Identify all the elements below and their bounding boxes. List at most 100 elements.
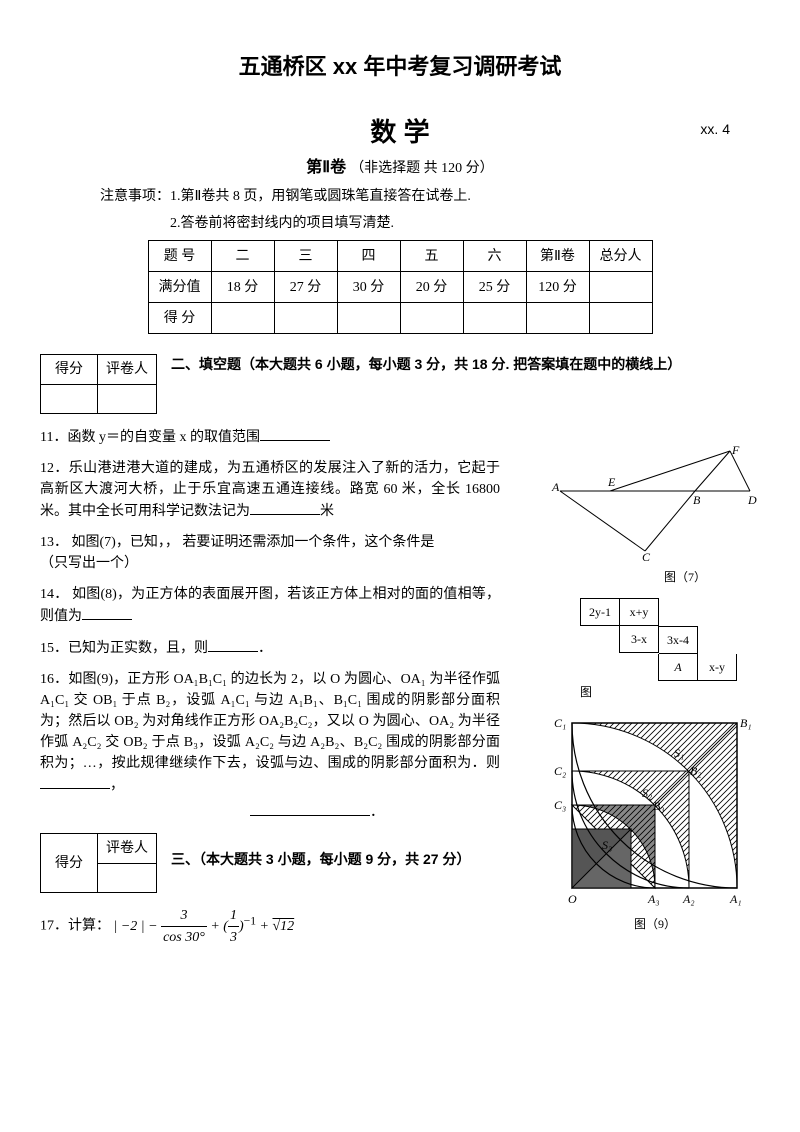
grader-table-3: 得分评卷人: [40, 833, 157, 893]
mini-c1: 得分: [41, 355, 98, 385]
score-table: 题 号 二 三 四 五 六 第Ⅱ卷 总分人 满分值 18 分 27 分 30 分…: [148, 240, 653, 334]
th-5: 六: [463, 241, 526, 272]
q12: 12．乐山港进港大道的建成，为五通桥区的发展注入了新的活力，它起于高新区大渡河大…: [40, 458, 500, 522]
table-row: 得 分: [148, 303, 652, 334]
blank: [208, 637, 258, 652]
lblS3: S₃: [602, 838, 612, 852]
q16a: 16．如图(9)，正方形 OA₁B₁C₁ 的边长为 2，以 O 为圆心、OA₁ …: [40, 672, 500, 771]
fig8-caption: 图: [580, 683, 770, 701]
lblC2: C₂: [554, 764, 566, 778]
figure-9: O A₁ A₂ A₃ B₁ B₂ B₃ C₁ C₂ C₃ S₁ S₂ S₃ 图（…: [540, 713, 770, 933]
volume-main: 第Ⅱ卷: [306, 159, 346, 176]
lblB1: B₁: [740, 716, 752, 730]
cell: [98, 864, 157, 893]
q13a: 13． 如图(7)，已知，， 若要证明还需添加一个条件，这个条件是: [40, 535, 434, 550]
lblC3: C₃: [554, 798, 566, 812]
blank: [260, 426, 330, 441]
th-2: 三: [274, 241, 337, 272]
lblE: E: [607, 475, 616, 489]
table-row: 题 号 二 三 四 五 六 第Ⅱ卷 总分人: [148, 241, 652, 272]
lblC: C: [642, 550, 651, 561]
note-2: 2.答卷前将密封线内的项目填写清楚.: [170, 213, 760, 234]
q16b: ，: [110, 778, 124, 793]
cell: [211, 303, 274, 334]
mini-c2: 评卷人: [98, 355, 157, 385]
th-6: 第Ⅱ卷: [526, 241, 589, 272]
cell-1: x+y: [620, 598, 659, 626]
figure-7: A E B D F C 图（7）: [540, 446, 770, 586]
th-7: 总分人: [589, 241, 652, 272]
q11-text: 11．函数 y＝的自变量 x 的取值范围: [40, 430, 260, 445]
lblB2: B₂: [690, 764, 702, 778]
lblB: B: [693, 493, 701, 507]
row2-label: 满分值: [148, 272, 211, 303]
volume-sub: （非选择题 共 120 分）: [350, 161, 494, 176]
content-area: 11．函数 y＝的自变量 x 的取值范围 12．乐山港进港大道的建成，为五通桥区…: [40, 426, 760, 823]
q17-formula: | −2 | − 3 cos 30° + ( 1 3 )−1 + √12: [114, 919, 295, 934]
cell: [41, 385, 98, 414]
cell: 120 分: [526, 272, 589, 303]
cell-0: 2y-1: [580, 598, 620, 626]
question-list: 11．函数 y＝的自变量 x 的取值范围 12．乐山港进港大道的建成，为五通桥区…: [40, 426, 500, 823]
cell: 18 分: [211, 272, 274, 303]
cell: [337, 303, 400, 334]
grader-table: 得分评卷人: [40, 354, 157, 414]
lblA2: A₂: [682, 892, 695, 906]
th-4: 五: [400, 241, 463, 272]
q14: 14． 如图(8)，为正方体的表面展开图，若该正方体上相对的面的值相等，则值为: [40, 584, 500, 627]
table-row: 满分值 18 分 27 分 30 分 20 分 25 分 120 分: [148, 272, 652, 303]
lblB3: B₃: [653, 799, 665, 813]
q16c: ．: [370, 805, 384, 820]
fig7-svg: A E B D F C: [550, 446, 760, 561]
fig9-caption: 图（9）: [540, 915, 770, 933]
cell: 30 分: [337, 272, 400, 303]
cell: [463, 303, 526, 334]
note-1: 注意事项：1.第Ⅱ卷共 8 页，用钢笔或圆珠笔直接答在试卷上.: [100, 186, 760, 207]
q15: 15．已知为正实数，且，则 ．: [40, 637, 500, 659]
figures-area: A E B D F C 图（7） 2y-1 x+y 3-x 3x-4: [540, 446, 770, 945]
cell: [400, 303, 463, 334]
blank: [250, 500, 320, 515]
blank: [82, 605, 132, 620]
section-2-header: 得分评卷人 二、填空题（本大题共 6 小题，每小题 3 分，共 18 分. 把答…: [40, 354, 760, 414]
q13: 13． 如图(7)，已知，， 若要证明还需添加一个条件，这个条件是 （只写出一个…: [40, 532, 500, 574]
volume-label: 第Ⅱ卷 （非选择题 共 120 分）: [40, 156, 760, 180]
lblA3: A₃: [647, 892, 660, 906]
fig7-caption: 图（7）: [600, 568, 770, 586]
cell: [98, 385, 157, 414]
cell: [589, 272, 652, 303]
cell-2: 3-x: [619, 626, 659, 653]
fig9-svg: O A₁ A₂ A₃ B₁ B₂ B₃ C₁ C₂ C₃ S₁ S₂ S₃: [550, 713, 760, 908]
lblC1: C₁: [554, 716, 566, 730]
q15b: ．: [258, 641, 272, 656]
subject-label: 数 学 xx. 4: [40, 113, 760, 152]
cell-4: A: [658, 654, 698, 681]
q12b: 米: [320, 504, 334, 519]
lblA1: A₁: [729, 892, 742, 906]
subject-row: 数 学 xx. 4: [40, 113, 760, 152]
q15a: 15．已知为正实数，且，则: [40, 641, 208, 656]
cell: 20 分: [400, 272, 463, 303]
date-label: xx. 4: [700, 119, 730, 140]
lblF: F: [731, 446, 740, 457]
blank: [40, 774, 110, 789]
row3-label: 得 分: [148, 303, 211, 334]
q13b: （只写出一个）: [40, 556, 138, 571]
q17-label: 17．计算：: [40, 919, 110, 934]
subject-text: 数 学: [370, 117, 429, 147]
lblS2: S₂: [642, 786, 652, 800]
blank: [250, 815, 370, 816]
cell-5: x-y: [698, 654, 737, 681]
lblA: A: [551, 480, 560, 494]
figure-8: 2y-1 x+y 3-x 3x-4 A x-y 图: [580, 598, 770, 701]
cell: [526, 303, 589, 334]
lblD: D: [747, 493, 757, 507]
section-2-title: 二、填空题（本大题共 6 小题，每小题 3 分，共 18 分. 把答案填在题中的…: [171, 354, 760, 375]
mini-c2: 评卷人: [98, 834, 157, 864]
mini-c1: 得分: [41, 834, 98, 893]
cell-3: 3x-4: [659, 626, 698, 654]
lblS1: S₁: [674, 746, 684, 760]
q16: 16．如图(9)，正方形 OA₁B₁C₁ 的边长为 2，以 O 为圆心、OA₁ …: [40, 669, 500, 823]
q11: 11．函数 y＝的自变量 x 的取值范围: [40, 426, 500, 448]
cell: [589, 303, 652, 334]
